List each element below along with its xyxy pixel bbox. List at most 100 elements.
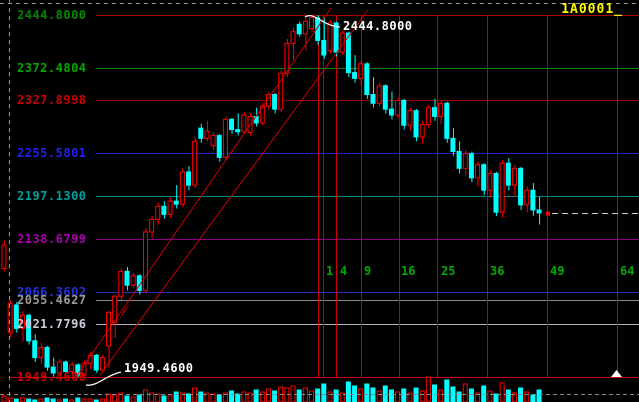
candle-down (401, 99, 407, 126)
volume-bar (99, 398, 105, 402)
candle-up (327, 22, 333, 52)
volume-bar (253, 389, 259, 402)
candle-down (272, 94, 278, 110)
candlesticks[interactable] (1, 15, 542, 377)
candle-down (296, 23, 302, 35)
volume-bar (155, 393, 161, 402)
input-cursor: _ (614, 2, 623, 17)
candle-up (524, 189, 530, 206)
gann-time-label: 4 (340, 264, 348, 278)
volume-bar (50, 398, 56, 402)
volume-bar (106, 393, 112, 402)
candle-up (290, 31, 296, 44)
candle-down (229, 118, 235, 131)
volume-bar (327, 391, 333, 402)
candle-up (425, 107, 431, 125)
trend-line (75, 7, 332, 378)
candle-up (511, 167, 517, 186)
candle-up (284, 42, 290, 74)
candle-up (376, 85, 382, 104)
volume-bar (395, 391, 401, 402)
candle-down (530, 189, 536, 211)
candle-up (19, 314, 25, 329)
candle-up (407, 110, 413, 126)
gann-time-label: 64 (620, 264, 635, 278)
volume-bar (130, 396, 136, 402)
volume-bar (530, 394, 536, 402)
price-level-label: 2444.8000 (17, 8, 87, 22)
candle-up (419, 123, 425, 138)
volume-bar (26, 398, 32, 402)
candle-up (462, 153, 468, 169)
volume-bar (536, 389, 542, 402)
trend-line-arrowhead (119, 304, 130, 320)
low-callout-pointer (85, 371, 122, 386)
candle-up (1, 244, 7, 269)
volume-bar (339, 392, 345, 402)
volume-bar (407, 392, 413, 402)
volume-bar (222, 392, 228, 402)
candle-down (518, 167, 524, 206)
volume-bar (93, 399, 99, 402)
candle-up (204, 130, 210, 139)
volume-bar (388, 389, 394, 402)
volume-bar (210, 393, 216, 402)
candle-down (505, 162, 511, 186)
candle-up (112, 295, 118, 324)
candle-up (222, 118, 228, 158)
volume-bar (149, 392, 155, 402)
candle-up (487, 172, 493, 191)
volume-bar (13, 398, 19, 402)
candle-up (118, 270, 124, 297)
candle-up (179, 171, 185, 205)
price-level-label: 1949.4600 (17, 370, 87, 384)
candle-up (192, 140, 198, 186)
candle-down (186, 171, 191, 186)
candle-up (130, 275, 136, 286)
candle-up (38, 346, 44, 359)
volume-bar (401, 388, 407, 402)
candle-down (444, 102, 450, 139)
candle-up (149, 218, 155, 233)
volume-bar (364, 383, 370, 402)
volume-bar (38, 398, 44, 402)
candle-up (259, 105, 265, 124)
candle-down (32, 340, 38, 359)
candle-up (395, 99, 401, 116)
candle-down (198, 127, 204, 139)
volume-bar (69, 399, 75, 402)
volume-bar (265, 388, 271, 402)
volume-bar (32, 399, 38, 402)
candle-down (321, 39, 327, 56)
volume-bar (419, 390, 425, 402)
candle-down (432, 107, 437, 117)
price-level-label: 2197.1300 (17, 189, 87, 203)
volume-bar (524, 391, 530, 402)
candle-up (475, 164, 481, 179)
candle-up (7, 303, 13, 334)
volume-bar (425, 376, 431, 402)
volume-bar (44, 397, 50, 402)
candle-down (456, 151, 462, 169)
gann-time-label: 49 (550, 264, 565, 278)
volume-bar (309, 390, 314, 402)
candle-down (370, 94, 376, 104)
candle-down (481, 164, 487, 191)
candle-down (63, 361, 68, 372)
candle-down (388, 108, 394, 116)
candle-down (161, 205, 167, 215)
volume-bar (475, 392, 481, 402)
volume-bar (142, 389, 148, 402)
volume-bar (112, 394, 118, 402)
volume-bar (462, 383, 468, 402)
candle-down (315, 17, 321, 41)
gann-time-label: 36 (490, 264, 505, 278)
candle-down (364, 63, 370, 96)
candle-up (358, 63, 364, 79)
volume-bar (7, 397, 13, 402)
price-level-label: 2255.5801 (17, 146, 87, 160)
candle-down (413, 110, 419, 138)
volume-bar (358, 388, 364, 402)
candle-down (468, 153, 474, 179)
